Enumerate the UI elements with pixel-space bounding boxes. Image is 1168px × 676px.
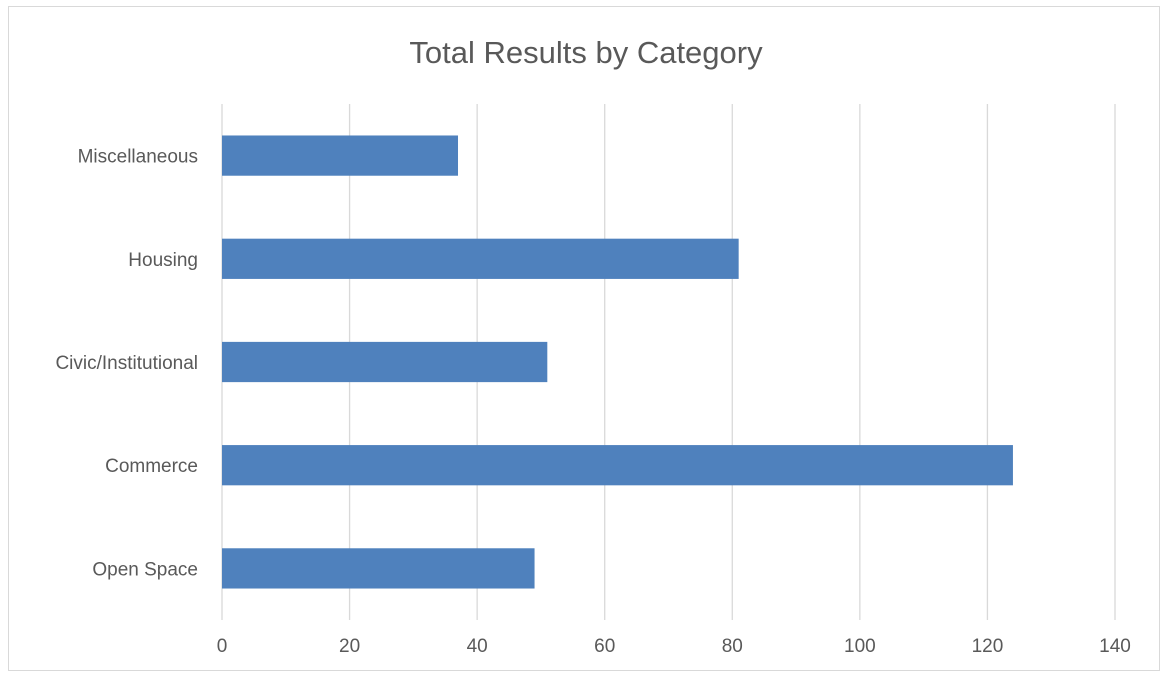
x-tick-label: 60 <box>594 636 615 657</box>
bar-open-space <box>222 548 535 589</box>
category-label: Housing <box>128 250 198 271</box>
chart-frame <box>8 6 1160 671</box>
category-label: Miscellaneous <box>78 147 198 168</box>
bar-miscellaneous <box>222 135 459 176</box>
gridlines <box>221 104 1116 620</box>
bar-housing <box>222 238 739 279</box>
chart-title: Total Results by Category <box>409 35 763 70</box>
category-label: Open Space <box>92 559 198 580</box>
category-label: Commerce <box>105 456 198 477</box>
category-labels: Open Space Commerce Civic/Institutional Hou… <box>55 147 198 581</box>
x-tick-label: 120 <box>972 636 1004 657</box>
category-label: Civic/Institutional <box>55 353 198 374</box>
bars <box>222 135 1013 589</box>
x-tick-label: 80 <box>722 636 743 657</box>
x-tick-label: 40 <box>467 636 488 657</box>
x-tick-label: 100 <box>844 636 876 657</box>
bar-commerce <box>222 445 1013 486</box>
bar-civic-institutional <box>222 341 548 383</box>
x-tick-label: 20 <box>339 636 360 657</box>
x-tick-labels: 0 20 40 60 80 100 120 140 <box>217 636 1131 657</box>
x-tick-label: 140 <box>1099 636 1131 657</box>
x-tick-label: 0 <box>217 636 228 657</box>
